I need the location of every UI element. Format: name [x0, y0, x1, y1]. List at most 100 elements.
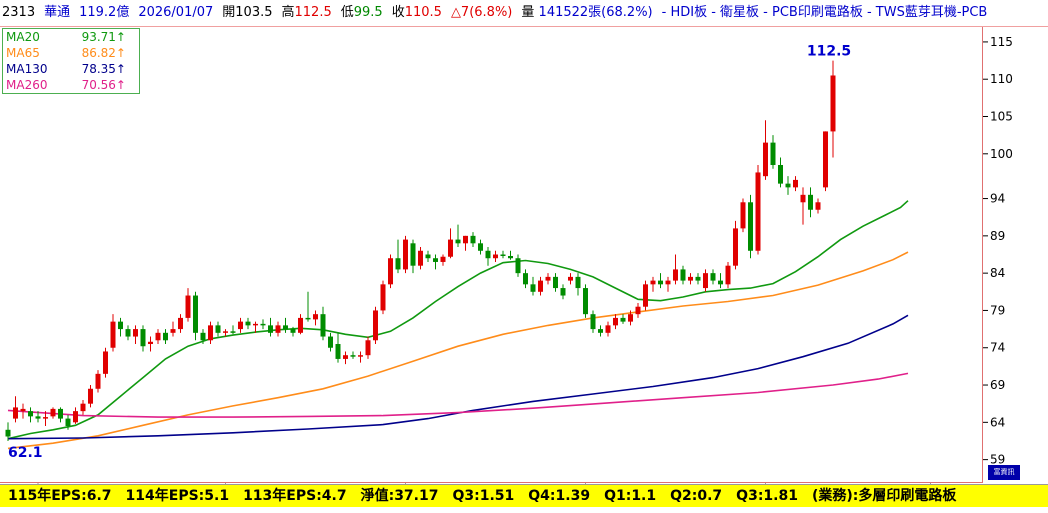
eps-115: 115年EPS:6.7: [8, 488, 112, 504]
quarter-q3b: Q3:1.81: [736, 488, 798, 504]
candle-body: [170, 329, 176, 333]
legend-ma260-name: MA260: [6, 78, 48, 92]
candle-body: [568, 276, 573, 281]
candle-body: [163, 332, 168, 341]
candle-body: [793, 179, 798, 188]
y-tick-label: 84: [990, 266, 1005, 280]
candle-body: [493, 254, 498, 259]
candle-body: [133, 329, 138, 337]
candle-body: [613, 317, 618, 326]
close-price: 110.5: [404, 5, 442, 20]
high-label: 高: [281, 5, 295, 20]
legend-ma20-name: MA20: [6, 30, 40, 44]
candle-body: [590, 314, 596, 330]
ma-line-ma65: [7, 251, 909, 450]
sector-tags: - HDI板 - 衛星板 - PCB印刷電路板 - TWS藍芽耳機-PCB: [661, 5, 988, 20]
volume-value: 141522張(68.2%): [538, 5, 653, 20]
month-axis: [0, 507, 1048, 513]
candle-body: [560, 288, 566, 296]
candle-body: [553, 276, 558, 289]
price-change: △7(6.8%): [450, 5, 513, 20]
candle-body: [688, 276, 693, 281]
candle-body: [230, 331, 236, 333]
y-tick-label: 64: [990, 415, 1005, 429]
candle-body: [365, 340, 371, 356]
candle-body: [485, 250, 491, 259]
candle-body: [155, 332, 161, 341]
candle-body: [500, 254, 506, 256]
candle-body: [530, 284, 536, 292]
candle-body: [800, 194, 806, 203]
candle-body: [508, 255, 513, 259]
candle-body: [58, 408, 63, 419]
candle-body: [380, 284, 386, 311]
min-price-label: 62.1: [8, 445, 43, 461]
market-cap: 119.2億: [79, 5, 130, 20]
candle-body: [830, 75, 836, 132]
y-tick-label: 105: [990, 110, 1013, 124]
y-tick-label: 94: [990, 192, 1005, 206]
candle-body: [5, 429, 11, 437]
candle-body: [328, 336, 333, 348]
candle-body: [395, 258, 401, 270]
candle-body: [448, 239, 453, 257]
close-group: 收110.5: [392, 5, 442, 20]
quarter-q3a: Q3:1.51: [452, 488, 515, 504]
candle-body: [118, 321, 123, 330]
candle-body: [313, 314, 318, 320]
y-tick-label: 79: [990, 303, 1005, 317]
open-label: 開: [222, 5, 236, 20]
candle-body: [440, 256, 446, 262]
quarter-q1: Q1:1.1: [604, 488, 657, 504]
y-tick-label: 74: [990, 341, 1005, 355]
candle-body: [470, 235, 476, 244]
eps-footer: 115年EPS:6.7 114年EPS:5.1 113年EPS:4.7 淨值:37.1…: [0, 484, 1048, 507]
candle-body: [260, 323, 266, 326]
candle-body: [73, 411, 78, 423]
candle-body: [88, 388, 93, 404]
candle-body: [515, 258, 521, 274]
candle-body: [215, 325, 221, 333]
candle-body: [620, 317, 626, 322]
candle-body: [823, 131, 828, 188]
candle-body: [748, 202, 753, 251]
candle-body: [208, 325, 213, 341]
candle-body: [125, 329, 131, 337]
candle-body: [635, 306, 641, 315]
candle-body: [253, 323, 258, 326]
price-axis: [983, 27, 1048, 483]
candle-body: [695, 276, 701, 281]
candle-body: [725, 265, 731, 285]
candle-body: [275, 325, 281, 333]
candle-body: [290, 329, 296, 333]
candle-body: [815, 202, 821, 210]
candle-body: [358, 355, 363, 357]
candle-body: [545, 276, 551, 281]
ma-line-ma20: [7, 200, 909, 440]
low-price: 99.5: [353, 5, 383, 20]
candle-body: [718, 280, 723, 285]
candle-body: [50, 408, 56, 417]
quarter-q4: Q4:1.39: [528, 488, 591, 504]
low-label: 低: [340, 5, 354, 20]
candle-body: [43, 417, 48, 419]
candle-body: [13, 407, 18, 419]
candle-body: [28, 411, 33, 417]
candle-body: [628, 314, 633, 322]
candle-body: [140, 329, 146, 347]
open-group: 開103.5: [222, 5, 272, 20]
high-group: 高112.5: [282, 5, 332, 20]
quote-date: 2026/01/07: [138, 5, 214, 20]
candle-body: [110, 321, 116, 348]
legend-ma65-value: 86.82↑: [81, 46, 126, 60]
quarter-q2: Q2:0.7: [670, 488, 723, 504]
legend-ma65-name: MA65: [6, 46, 40, 60]
candle-body: [433, 258, 438, 262]
candle-body: [785, 183, 791, 188]
candle-body: [425, 254, 431, 259]
candle-body: [703, 273, 708, 289]
stock-name: 華通: [44, 5, 71, 20]
net-value: 淨值:37.17: [360, 488, 439, 504]
candle-body: [283, 325, 288, 330]
